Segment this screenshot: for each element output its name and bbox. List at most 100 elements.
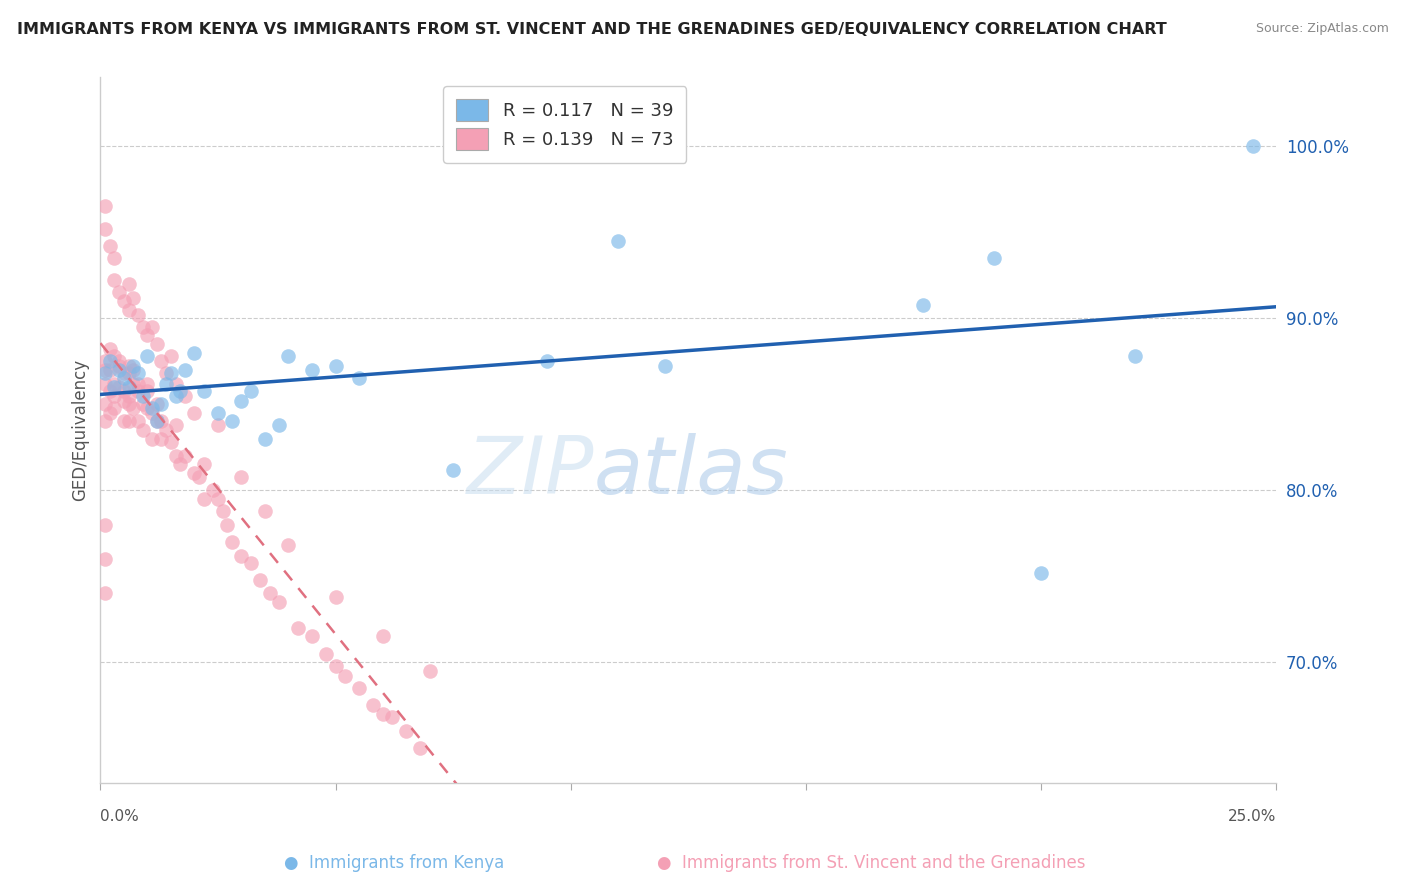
Point <box>98 354 121 368</box>
Point <box>117 359 139 374</box>
Text: ●  Immigrants from Kenya: ● Immigrants from Kenya <box>284 855 503 872</box>
Point <box>165 376 187 391</box>
Point <box>217 517 239 532</box>
Point <box>103 401 125 415</box>
Point <box>103 389 125 403</box>
Point <box>136 401 159 415</box>
Point <box>155 367 177 381</box>
Point <box>249 573 271 587</box>
Text: ●  Immigrants from St. Vincent and the Grenadines: ● Immigrants from St. Vincent and the Gr… <box>658 855 1085 872</box>
Point <box>131 319 153 334</box>
Point <box>239 384 262 398</box>
Point <box>253 432 276 446</box>
Point <box>315 647 337 661</box>
Text: 0.0%: 0.0% <box>100 810 139 824</box>
Point <box>381 710 404 724</box>
Point <box>183 466 205 480</box>
Point <box>103 251 125 265</box>
Text: atlas: atlas <box>595 434 789 511</box>
Point <box>409 741 432 756</box>
Point <box>301 630 323 644</box>
Point <box>183 345 205 359</box>
Point <box>94 199 117 213</box>
Point <box>253 504 276 518</box>
Point <box>441 462 464 476</box>
Point <box>94 586 117 600</box>
Point <box>174 389 197 403</box>
Point <box>136 349 159 363</box>
Point <box>108 359 131 374</box>
Point <box>207 491 229 506</box>
Point <box>202 483 225 498</box>
Point <box>193 458 215 472</box>
Point <box>108 285 131 300</box>
Point <box>103 380 125 394</box>
Point <box>347 371 370 385</box>
Point <box>207 417 229 432</box>
Point <box>347 681 370 695</box>
Point <box>112 384 135 398</box>
Point <box>127 415 149 429</box>
Point <box>169 458 191 472</box>
Point <box>136 376 159 391</box>
Point <box>1123 349 1146 363</box>
Point <box>131 389 153 403</box>
Point <box>122 363 145 377</box>
Point <box>277 349 299 363</box>
Point <box>1241 139 1264 153</box>
Point <box>165 417 187 432</box>
Point <box>94 222 117 236</box>
Point <box>165 449 187 463</box>
Point <box>395 724 418 739</box>
Point <box>169 384 191 398</box>
Point <box>371 630 394 644</box>
Point <box>221 534 243 549</box>
Point <box>160 349 183 363</box>
Point <box>174 449 197 463</box>
Point <box>150 354 173 368</box>
Point <box>117 302 139 317</box>
Point <box>117 415 139 429</box>
Text: ZIP: ZIP <box>467 434 595 511</box>
Point <box>188 469 211 483</box>
Point <box>108 363 131 377</box>
Point <box>325 658 347 673</box>
Point <box>654 359 676 374</box>
Point <box>108 354 131 368</box>
Point <box>146 415 169 429</box>
Point <box>127 367 149 381</box>
Point <box>361 698 384 713</box>
Point <box>141 401 163 415</box>
Point <box>117 389 139 403</box>
Point <box>231 549 253 563</box>
Point <box>117 397 139 411</box>
Point <box>287 621 309 635</box>
Point <box>117 380 139 394</box>
Point <box>122 376 145 391</box>
Point <box>112 371 135 385</box>
Point <box>141 432 163 446</box>
Point <box>193 491 215 506</box>
Point <box>146 415 169 429</box>
Point <box>98 239 121 253</box>
Point <box>325 359 347 374</box>
Point <box>221 415 243 429</box>
Y-axis label: GED/Equivalency: GED/Equivalency <box>72 359 89 501</box>
Point <box>112 393 135 408</box>
Point <box>127 376 149 391</box>
Point <box>160 435 183 450</box>
Point <box>112 415 135 429</box>
Point <box>94 363 117 377</box>
Point <box>103 273 125 287</box>
Point <box>333 669 356 683</box>
Point <box>98 406 121 420</box>
Point <box>94 354 117 368</box>
Point <box>112 367 135 381</box>
Point <box>141 319 163 334</box>
Point <box>301 363 323 377</box>
Point <box>325 590 347 604</box>
Point <box>94 367 117 381</box>
Point <box>193 384 215 398</box>
Point <box>131 397 153 411</box>
Point <box>94 415 117 429</box>
